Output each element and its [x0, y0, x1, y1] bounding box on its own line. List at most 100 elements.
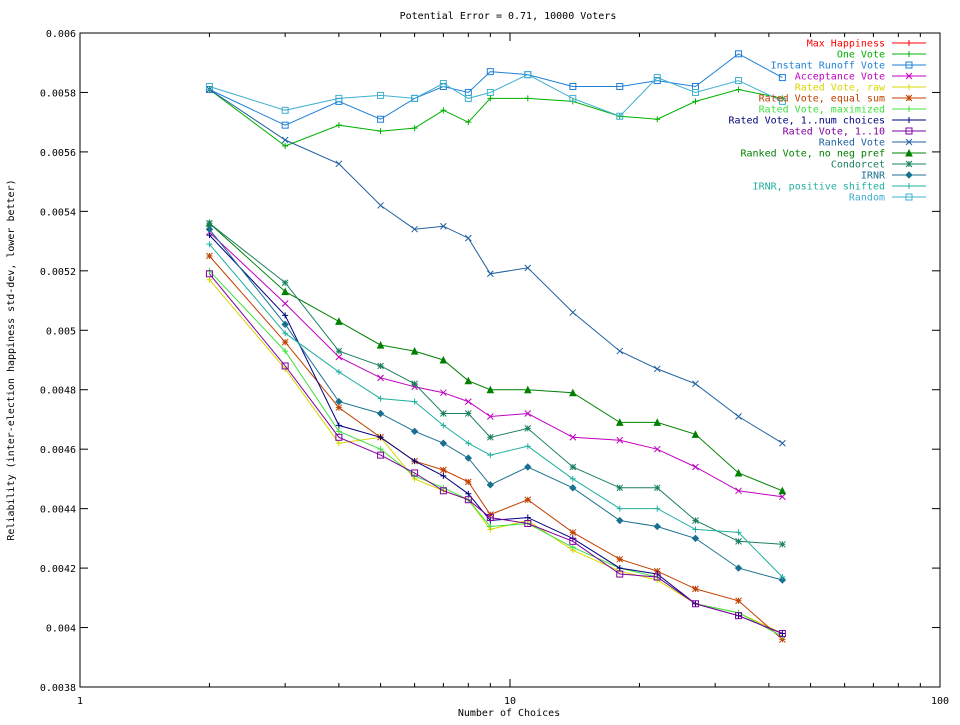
data-point: [376, 409, 385, 418]
data-point: [282, 142, 289, 149]
data-point: [569, 475, 576, 482]
series-irnr: [205, 225, 787, 584]
x-tick-label: 1: [77, 696, 83, 707]
data-point: [734, 468, 743, 477]
data-point: [486, 514, 494, 522]
data-point: [735, 77, 743, 85]
data-point: [616, 565, 623, 572]
legend-item: Random: [849, 193, 926, 204]
data-point: [282, 348, 289, 355]
data-point: [439, 355, 448, 364]
data-point: [282, 312, 289, 319]
data-point: [524, 410, 532, 417]
data-point: [281, 362, 289, 370]
data-point: [692, 98, 699, 105]
data-point: [335, 122, 342, 129]
data-point: [616, 570, 624, 578]
legend-label: Rated Vote, 1..10: [783, 127, 885, 138]
x-tick-label: 10: [504, 696, 516, 707]
data-point: [779, 574, 786, 581]
data-point: [906, 106, 912, 112]
data-point: [569, 94, 577, 102]
data-point: [205, 225, 214, 233]
data-point: [464, 376, 473, 385]
data-point: [335, 397, 343, 406]
data-point: [206, 232, 213, 239]
data-point: [377, 128, 384, 135]
legend-item: Max Happiness: [807, 39, 926, 50]
y-tick-label: 0.005: [46, 326, 76, 337]
data-point: [377, 395, 384, 402]
data-point: [206, 252, 213, 260]
series-ranked-vote-no-neg-pref: [205, 219, 787, 495]
data-point: [377, 362, 384, 370]
data-point: [523, 385, 532, 394]
legend-label: IRNR, positive shifted: [753, 182, 885, 193]
series-line: [209, 222, 783, 545]
series-line: [209, 53, 783, 126]
data-point: [524, 520, 532, 527]
data-point: [487, 523, 494, 530]
data-point: [778, 74, 786, 82]
legend-item: Ranked Vote: [819, 138, 926, 149]
data-point: [440, 466, 447, 474]
data-point: [735, 612, 743, 620]
data-point: [905, 94, 913, 102]
legend-item: IRNR, positive shifted: [753, 182, 926, 193]
data-point: [906, 84, 912, 90]
data-point: [440, 422, 447, 429]
data-point: [735, 537, 742, 545]
series-line: [209, 222, 783, 492]
data-point: [569, 529, 577, 536]
data-point: [524, 95, 531, 102]
data-point: [335, 353, 343, 361]
data-point: [440, 389, 447, 397]
data-point: [905, 127, 913, 135]
data-point: [905, 193, 913, 201]
data-point: [377, 115, 385, 123]
legend-item: Rated Vote, maximized: [759, 105, 926, 116]
legend-label: Rated Vote, equal sum: [759, 94, 885, 105]
legend-label: Acceptance Vote: [795, 72, 885, 83]
data-point: [906, 117, 912, 123]
data-point: [486, 88, 494, 96]
y-tick-label: 0.0042: [40, 564, 76, 575]
series-rated-vote-raw: [206, 276, 786, 637]
data-point: [615, 418, 624, 426]
data-point: [206, 219, 213, 227]
data-point: [524, 463, 532, 471]
data-point: [653, 418, 662, 426]
data-point: [616, 347, 624, 355]
data-point: [281, 121, 289, 129]
y-tick-label: 0.0052: [40, 267, 76, 278]
data-point: [616, 112, 624, 120]
data-point: [734, 564, 743, 572]
data-point: [377, 374, 384, 382]
data-point: [654, 505, 661, 512]
y-tick-label: 0.0044: [40, 505, 76, 516]
data-point: [778, 97, 786, 105]
data-point: [654, 116, 661, 123]
data-point: [616, 555, 624, 563]
y-axis-label: Reliability (inter-election happiness st…: [6, 179, 17, 540]
data-point: [377, 446, 384, 453]
data-point: [205, 270, 213, 278]
legend-label: Max Happiness: [807, 39, 885, 50]
data-point: [524, 71, 532, 79]
data-point: [735, 597, 742, 605]
data-point: [905, 148, 913, 157]
data-point: [282, 330, 289, 337]
x-tick-label: 100: [931, 696, 949, 707]
data-point: [616, 484, 624, 492]
data-point: [377, 202, 384, 209]
data-point: [335, 368, 342, 375]
data-point: [487, 95, 494, 102]
series-line: [209, 243, 783, 578]
legend-label: Random: [849, 193, 885, 204]
legend-item: Rated Vote, equal sum: [759, 94, 926, 105]
y-tick-label: 0.0056: [40, 148, 76, 159]
legend-label: One Vote: [837, 50, 885, 61]
data-point: [905, 72, 913, 80]
